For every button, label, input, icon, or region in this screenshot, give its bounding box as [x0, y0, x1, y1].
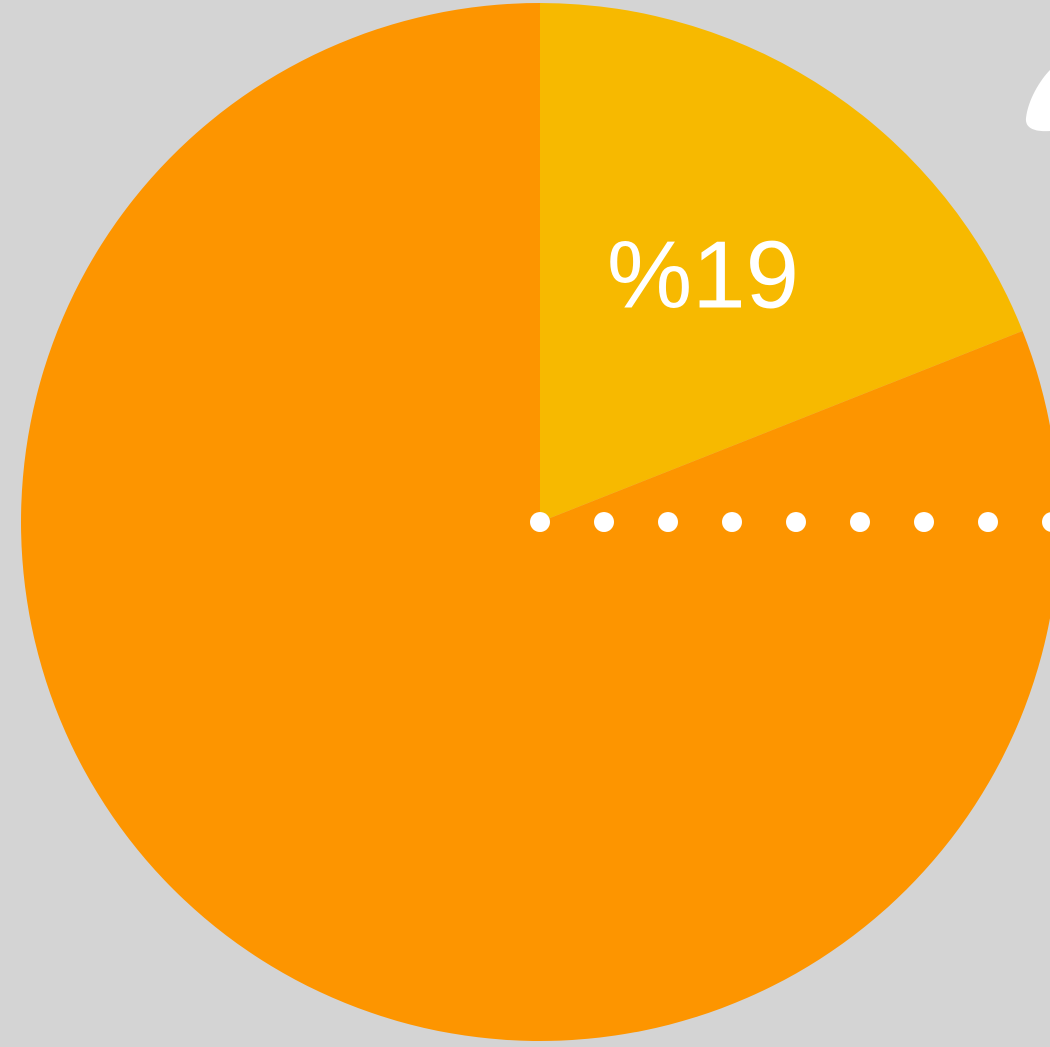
dot — [530, 512, 550, 532]
dot — [786, 512, 806, 532]
corner-icon — [1025, 70, 1050, 132]
dot — [594, 512, 614, 532]
slice-label: %19 — [607, 222, 799, 329]
dotted-line — [530, 512, 1050, 532]
dot — [658, 512, 678, 532]
labels: %19 — [607, 222, 799, 329]
pie-slice — [540, 3, 1023, 522]
dot — [978, 512, 998, 532]
dot — [850, 512, 870, 532]
dot — [722, 512, 742, 532]
dot — [1042, 512, 1050, 532]
dot — [914, 512, 934, 532]
